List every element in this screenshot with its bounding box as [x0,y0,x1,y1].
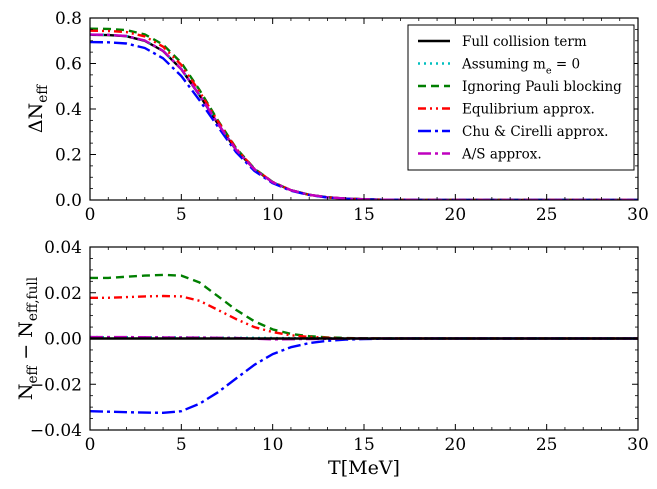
series-group [90,273,638,414]
series-line-chu-cirelli-approx- [90,337,638,414]
y-tick-label: 0.00 [44,330,82,350]
y-tick-label: 0.02 [44,284,82,304]
x-tick-label: 5 [176,435,187,455]
x-tick-label: 20 [445,435,467,455]
legend-entry: Full collision term [462,34,587,50]
y-tick-label: 0.04 [44,238,82,258]
x-tick-label: 20 [445,205,467,225]
x-tick-label: 30 [627,435,649,455]
x-tick-label: 0 [85,435,96,455]
legend-entry: Chu & Cirelli approx. [462,124,608,140]
y-tick-label: 0.6 [55,55,82,75]
series-line-ignoring-pauli-blocking [90,273,638,340]
bottom-panel: 0 5 10 15 20 25 30 −0.04 −0.02 0.00 0.02 0.04Neff​ … [15,238,649,479]
x-tick-label: 15 [353,205,375,225]
top-panel: 0 5 10 15 20 25 30 0.0 0.2 0.4 0.6 0.8 ΔNeff​ Full co… [25,9,649,225]
y-tick-label: 0.8 [55,9,82,29]
x-tick-label: 30 [627,205,649,225]
y-tick-label: 0.0 [55,191,82,211]
legend-entry: A/S approx. [461,147,542,163]
y-tick-label: −0.02 [30,375,82,395]
y-tick-label: 0.4 [55,100,82,120]
x-tick-label: 25 [536,205,558,225]
x-tick-label: 10 [262,435,284,455]
x-tick-label: 25 [536,435,558,455]
x-axis-label: T[MeV] [328,457,400,479]
legend-entry: Ignoring Pauli blocking [462,79,622,95]
x-tick-label: 0 [85,205,96,225]
legend-box [407,24,635,171]
x-tick-label: 15 [353,435,375,455]
legend-entry: Assuming me​ = 0 [461,57,580,77]
series-line-equlibrium-approx- [90,294,638,340]
x-tick-label: 10 [262,205,284,225]
legend-entry: Equlibrium approx. [462,102,595,118]
y-axis-label: ΔNeff​ [25,84,51,133]
legend: Full collision term Assuming me​ = 0 Ignor… [407,24,635,171]
y-tick-label: 0.2 [55,146,82,166]
y-axis-label: Neff​ − Neff,full​ [15,277,41,400]
y-tick-label: −0.04 [30,421,82,441]
x-tick-label: 5 [176,205,187,225]
